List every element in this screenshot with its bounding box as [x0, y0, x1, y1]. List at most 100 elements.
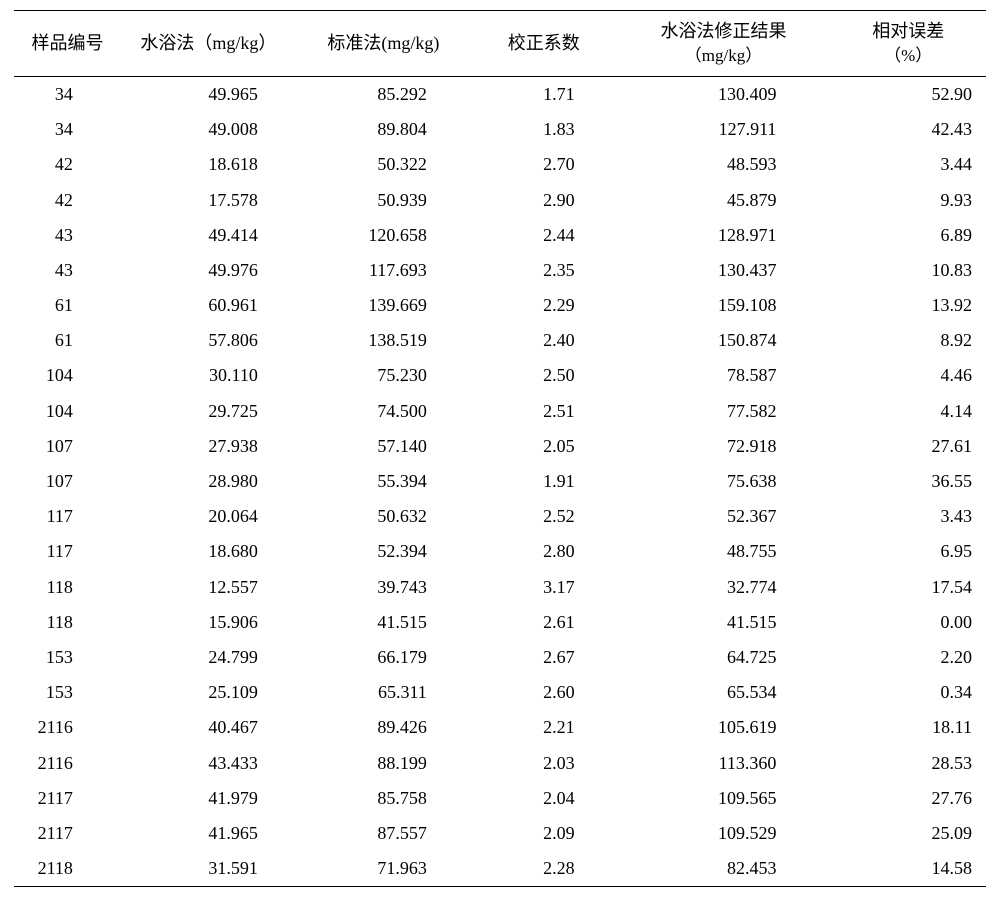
table-row: 211741.97985.7582.04109.56527.76	[14, 781, 986, 816]
table-row: 10728.98055.3941.9175.63836.55	[14, 464, 986, 499]
table-cell: 25.09	[830, 816, 986, 851]
table-cell: 65.534	[617, 675, 831, 710]
table-row: 11815.90641.5152.6141.5150.00	[14, 605, 986, 640]
table-cell: 61	[14, 288, 121, 323]
table-cell: 49.414	[121, 218, 296, 253]
table-row: 211643.43388.1992.03113.36028.53	[14, 746, 986, 781]
table-cell: 14.58	[830, 851, 986, 887]
table-cell: 120.658	[296, 218, 471, 253]
table-cell: 45.879	[617, 183, 831, 218]
table-cell: 27.61	[830, 429, 986, 464]
table-cell: 130.437	[617, 253, 831, 288]
table-cell: 77.582	[617, 394, 831, 429]
col-header-label: 校正系数	[508, 33, 580, 53]
table-cell: 50.632	[296, 499, 471, 534]
table-cell: 105.619	[617, 710, 831, 745]
table-cell: 2116	[14, 746, 121, 781]
table-cell: 61	[14, 323, 121, 358]
table-head: 样品编号 水浴法（mg/kg） 标准法(mg/kg) 校正系数 水浴法修正结果 …	[14, 11, 986, 77]
col-header-corrected-result: 水浴法修正结果 （mg/kg）	[617, 11, 831, 77]
table-cell: 6.95	[830, 534, 986, 569]
table-cell: 49.008	[121, 112, 296, 147]
table-cell: 117	[14, 534, 121, 569]
table-cell: 89.426	[296, 710, 471, 745]
table-cell: 113.360	[617, 746, 831, 781]
table-cell: 32.774	[617, 570, 831, 605]
table-cell: 2117	[14, 816, 121, 851]
table-cell: 8.92	[830, 323, 986, 358]
table-row: 11720.06450.6322.5252.3673.43	[14, 499, 986, 534]
table-cell: 41.515	[296, 605, 471, 640]
table-cell: 40.467	[121, 710, 296, 745]
table-cell: 109.529	[617, 816, 831, 851]
table-cell: 0.34	[830, 675, 986, 710]
table-cell: 24.799	[121, 640, 296, 675]
col-header-sample-id: 样品编号	[14, 11, 121, 77]
table-row: 211831.59171.9632.2882.45314.58	[14, 851, 986, 887]
table-cell: 127.911	[617, 112, 831, 147]
table-cell: 10.83	[830, 253, 986, 288]
table-cell: 87.557	[296, 816, 471, 851]
table-row: 3449.96585.2921.71130.40952.90	[14, 76, 986, 112]
table-cell: 2.90	[471, 183, 617, 218]
table-row: 4349.414120.6582.44128.9716.89	[14, 218, 986, 253]
table-row: 4218.61850.3222.7048.5933.44	[14, 147, 986, 182]
table-cell: 3.17	[471, 570, 617, 605]
table-cell: 159.108	[617, 288, 831, 323]
table-cell: 2.50	[471, 358, 617, 393]
table-cell: 118	[14, 570, 121, 605]
table-cell: 0.00	[830, 605, 986, 640]
table-cell: 60.961	[121, 288, 296, 323]
table-cell: 153	[14, 675, 121, 710]
table-cell: 107	[14, 464, 121, 499]
table-cell: 20.064	[121, 499, 296, 534]
table-cell: 27.938	[121, 429, 296, 464]
col-header-sublabel: （mg/kg）	[621, 44, 827, 68]
table-cell: 2.51	[471, 394, 617, 429]
table-cell: 28.53	[830, 746, 986, 781]
col-header-label: 相对误差	[872, 21, 944, 41]
table-cell: 82.453	[617, 851, 831, 887]
table-cell: 12.557	[121, 570, 296, 605]
table-row: 3449.00889.8041.83127.91142.43	[14, 112, 986, 147]
table-cell: 9.93	[830, 183, 986, 218]
table-cell: 2116	[14, 710, 121, 745]
table-cell: 30.110	[121, 358, 296, 393]
table-cell: 49.965	[121, 76, 296, 112]
table-cell: 18.680	[121, 534, 296, 569]
table-cell: 1.91	[471, 464, 617, 499]
col-header-label: 水浴法（mg/kg）	[140, 33, 276, 53]
table-row: 11812.55739.7433.1732.77417.54	[14, 570, 986, 605]
table-cell: 1.71	[471, 76, 617, 112]
table-cell: 49.976	[121, 253, 296, 288]
table-cell: 4.46	[830, 358, 986, 393]
table-cell: 42	[14, 183, 121, 218]
table-cell: 52.394	[296, 534, 471, 569]
col-header-water-bath: 水浴法（mg/kg）	[121, 11, 296, 77]
table-cell: 17.54	[830, 570, 986, 605]
table-cell: 107	[14, 429, 121, 464]
table-cell: 4.14	[830, 394, 986, 429]
table-cell: 2.05	[471, 429, 617, 464]
table-cell: 2.03	[471, 746, 617, 781]
table-cell: 64.725	[617, 640, 831, 675]
table-cell: 85.758	[296, 781, 471, 816]
table-cell: 17.578	[121, 183, 296, 218]
table-cell: 36.55	[830, 464, 986, 499]
table-cell: 2.52	[471, 499, 617, 534]
data-table: 样品编号 水浴法（mg/kg） 标准法(mg/kg) 校正系数 水浴法修正结果 …	[14, 10, 986, 887]
table-cell: 117	[14, 499, 121, 534]
table-cell: 66.179	[296, 640, 471, 675]
table-cell: 34	[14, 112, 121, 147]
table-row: 15324.79966.1792.6764.7252.20	[14, 640, 986, 675]
table-cell: 138.519	[296, 323, 471, 358]
table-cell: 2.70	[471, 147, 617, 182]
table-cell: 71.963	[296, 851, 471, 887]
table-row: 211741.96587.5572.09109.52925.09	[14, 816, 986, 851]
table-cell: 3.43	[830, 499, 986, 534]
table-body: 3449.96585.2921.71130.40952.903449.00889…	[14, 76, 986, 886]
table-cell: 6.89	[830, 218, 986, 253]
table-cell: 43	[14, 253, 121, 288]
col-header-sublabel: （%）	[834, 44, 982, 68]
table-row: 10727.93857.1402.0572.91827.61	[14, 429, 986, 464]
